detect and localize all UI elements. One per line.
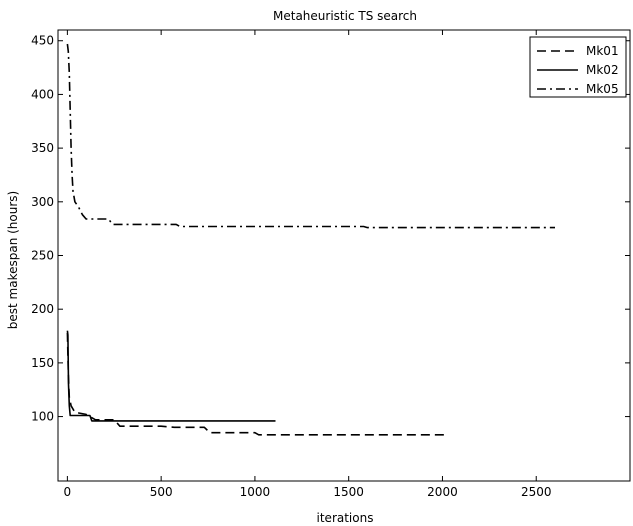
y-tick-label: 400 bbox=[31, 87, 54, 101]
legend: Mk01 Mk02 Mk05 bbox=[529, 36, 627, 98]
ticks-layer: 0 500 1000 1500 2000 2500 100 150 200 250 300 350 40… bbox=[31, 30, 630, 499]
y-axis-title: best makespan (hours) bbox=[6, 191, 20, 329]
y-tick-label: 100 bbox=[31, 410, 54, 424]
legend-box bbox=[529, 36, 627, 98]
y-tick-label: 200 bbox=[31, 302, 54, 316]
x-tick-label: 500 bbox=[150, 485, 173, 499]
series-line-mk05 bbox=[66, 43, 555, 229]
x-tick-label: 0 bbox=[64, 485, 72, 499]
legend-label-mk02: Mk02 bbox=[586, 63, 619, 77]
legend-label-mk05: Mk05 bbox=[586, 82, 619, 96]
legend-label-mk01: Mk01 bbox=[586, 44, 619, 58]
x-tick-label: 1500 bbox=[333, 485, 364, 499]
x-tick-label: 2500 bbox=[521, 485, 552, 499]
x-tick-label: 1000 bbox=[240, 485, 271, 499]
series-line-mk01 bbox=[66, 332, 449, 436]
y-tick-label: 350 bbox=[31, 141, 54, 155]
x-axis-title: iterations bbox=[317, 511, 374, 525]
x-tick-label: 2000 bbox=[427, 485, 458, 499]
chart-title: Metaheuristic TS search bbox=[273, 9, 417, 23]
y-tick-label: 300 bbox=[31, 195, 54, 209]
y-tick-label: 250 bbox=[31, 249, 54, 263]
plot-frame bbox=[57, 29, 631, 482]
y-tick-label: 450 bbox=[31, 34, 54, 48]
series-layer bbox=[66, 43, 555, 436]
series-line-mk02 bbox=[66, 330, 276, 422]
y-tick-label: 150 bbox=[31, 356, 54, 370]
